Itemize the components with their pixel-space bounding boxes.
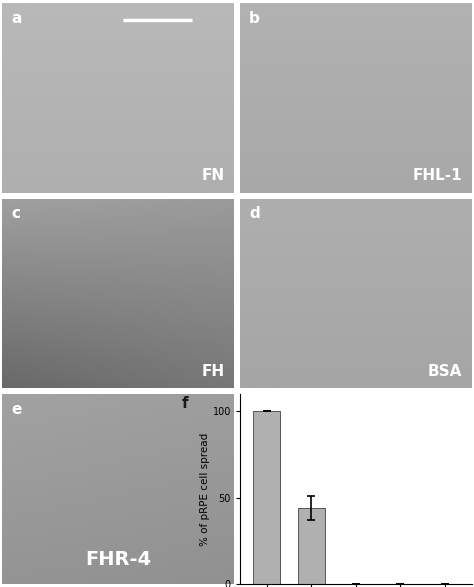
Text: c: c (12, 206, 21, 221)
Bar (253, 411, 280, 584)
Text: f: f (182, 396, 189, 411)
Bar (298, 508, 325, 584)
Text: FH: FH (202, 364, 225, 379)
Text: FN: FN (202, 168, 225, 183)
Text: d: d (249, 206, 260, 221)
Y-axis label: % of pRPE cell spread: % of pRPE cell spread (200, 433, 210, 546)
Text: b: b (249, 11, 260, 25)
Text: e: e (12, 402, 22, 417)
Text: FHL-1: FHL-1 (413, 168, 462, 183)
Text: a: a (12, 11, 22, 25)
Text: FHR-4: FHR-4 (85, 550, 151, 569)
Text: BSA: BSA (428, 364, 462, 379)
